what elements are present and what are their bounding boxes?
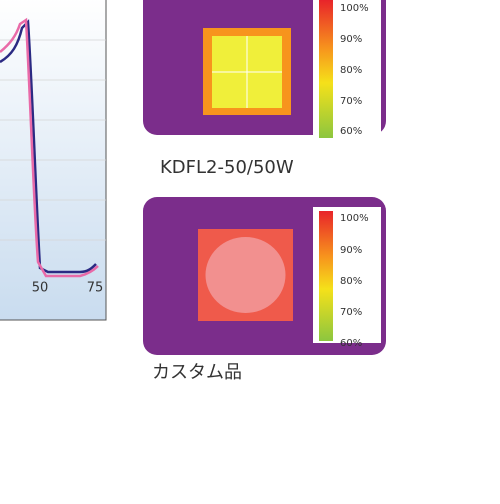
scale-label: 90% [340,34,362,45]
scale-label: 60% [340,338,362,349]
scale-label: 80% [340,65,362,76]
scale-label: 80% [340,276,362,287]
scale-label: 60% [340,126,362,137]
caption: KDFL2-50/50W [160,157,294,178]
scale-label: 100% [340,3,369,14]
scale-label: 70% [340,307,362,318]
scale-bar [319,0,333,138]
curve [0,19,97,274]
heatmap-core [205,237,286,313]
heatmap-panel: 100% 90% 80% 70% 60% KDFL2-50/50W [143,0,386,178]
x-tick-label: 75 [87,281,104,296]
heatmap-panel: 100% 90% 80% 70% 60% カスタム品 [143,197,386,383]
x-tick-label: 50 [32,281,49,296]
scale-label: 90% [340,245,362,256]
left-chart: 50 75 [0,0,107,321]
scale-label: 100% [340,213,369,224]
caption: カスタム品 [152,362,242,383]
curve [0,17,99,278]
scale-bar [319,211,333,341]
scale-label: 70% [340,96,362,107]
